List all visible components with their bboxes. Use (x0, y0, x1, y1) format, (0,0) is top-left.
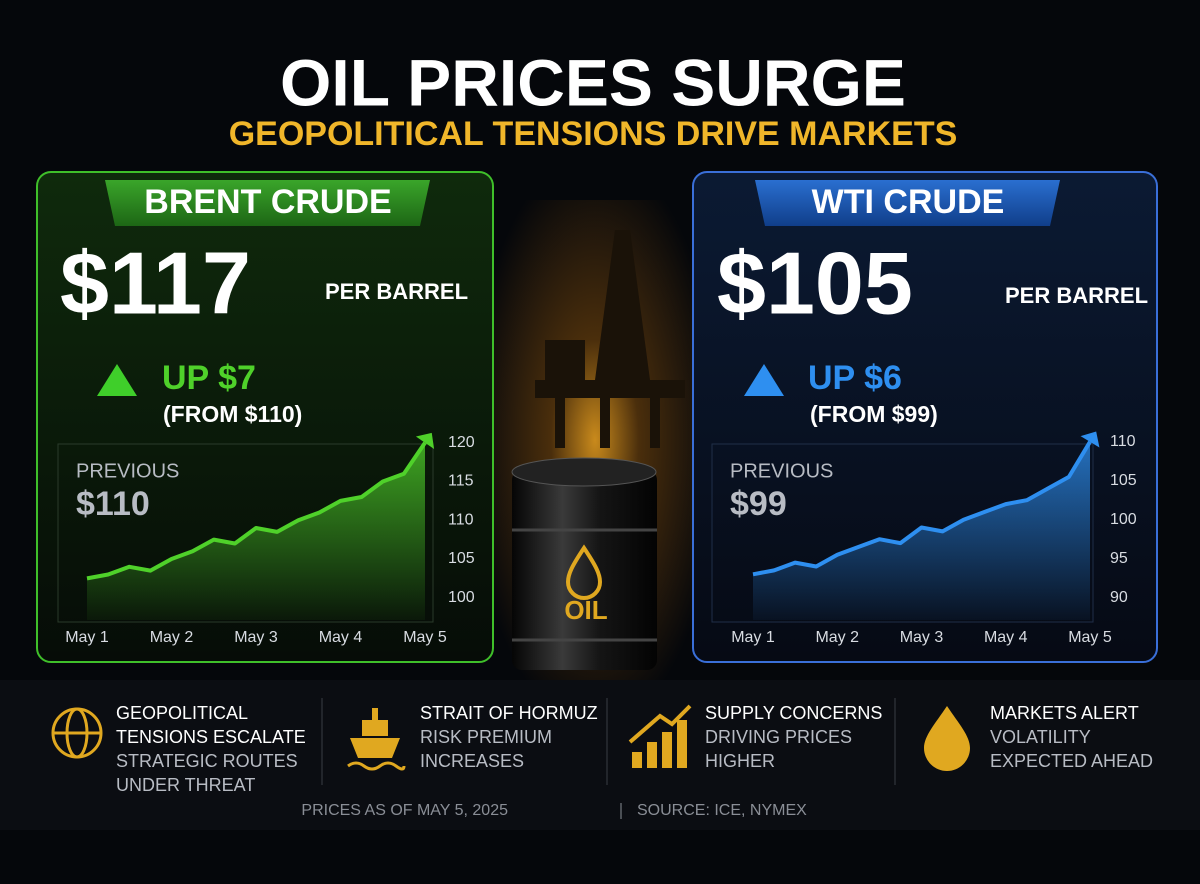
subtitle: GEOPOLITICAL TENSIONS DRIVE MARKETS (229, 115, 958, 153)
barrel-label: OIL (564, 595, 607, 625)
up-arrow (97, 364, 137, 396)
title: OIL PRICES SURGE (280, 45, 906, 119)
line (752, 440, 1092, 577)
x-tick-label: May 1 (65, 629, 109, 646)
panel-name: BRENT CRUDE (144, 183, 391, 221)
chart-frame (711, 443, 1094, 623)
footer-dividers (321, 698, 896, 785)
ship-icon (347, 708, 406, 771)
x-tick-label: May 4 (319, 629, 363, 646)
x-tick-label: May 5 (403, 629, 447, 646)
line (86, 441, 427, 581)
y-tick-label: 110 (448, 511, 474, 528)
y-tick-label: 110 (1110, 433, 1136, 450)
x-tick-label: May 2 (150, 629, 194, 646)
y-tick-label: 100 (1110, 511, 1137, 528)
footer-detail: INCREASES (420, 751, 524, 771)
previous-value: $99 (730, 485, 787, 523)
footer-detail: STRATEGIC ROUTES (116, 751, 298, 771)
footer-date: PRICES AS OF MAY 5, 2025 (301, 802, 508, 819)
globe-icon (51, 707, 103, 759)
chart-frame (57, 443, 434, 623)
previous-label: PREVIOUS (730, 460, 833, 482)
footer-heading: TENSIONS ESCALATE (116, 727, 306, 747)
y-tick-label: 120 (448, 434, 475, 451)
y-tick-label: 90 (1110, 589, 1128, 606)
brent-tab (105, 180, 430, 226)
charts: 100 105 110 115 120 May 1 May 2 May 3 May 4 May 5… (65, 431, 1137, 646)
from: (FROM $110) (163, 401, 302, 427)
footer-detail: RISK PREMIUM (420, 727, 552, 747)
x-tick-label: May 2 (815, 629, 859, 646)
footer-source: SOURCE: ICE, NYMEX (637, 802, 807, 819)
growth-icon (628, 704, 692, 768)
up-arrow (744, 364, 784, 396)
arrowhead (1080, 431, 1100, 448)
footer-heading: GEOPOLITICAL (116, 703, 248, 723)
footer-heading: MARKETS ALERT (990, 703, 1139, 723)
previous-label: PREVIOUS (76, 460, 179, 482)
footer-detail: HIGHER (705, 751, 775, 771)
footer-detail: DRIVING PRICES (705, 727, 852, 747)
unit: PER BARREL (1005, 283, 1148, 308)
arrowhead (415, 432, 435, 449)
y-tick-label: 105 (1110, 472, 1137, 489)
footer-band (0, 680, 1200, 830)
drop-icon (924, 706, 970, 771)
x-tick-label: May 5 (1068, 629, 1112, 646)
footer-heading: STRAIT OF HORMUZ (420, 703, 598, 723)
panel-name: WTI CRUDE (812, 183, 1005, 221)
x-tick-label: May 1 (731, 629, 775, 646)
y-tick-label: 100 (448, 589, 475, 606)
footer-detail: UNDER THREAT (116, 775, 255, 795)
footer-detail: EXPECTED AHEAD (990, 751, 1153, 771)
oil-barrel (511, 457, 657, 670)
y-tick-label: 95 (1110, 550, 1128, 567)
y-tick-label: 115 (448, 473, 474, 490)
area (87, 442, 425, 620)
x-tick-label: May 3 (234, 629, 278, 646)
wti-tab (755, 180, 1060, 226)
footer-items: GEOPOLITICAL TENSIONS ESCALATE STRATEGIC R… (116, 703, 1153, 795)
price: $117 (60, 233, 251, 332)
x-tick-label: May 4 (984, 629, 1028, 646)
unit: PER BARREL (325, 279, 468, 304)
price: $105 (717, 233, 913, 332)
footer-detail: VOLATILITY (990, 727, 1091, 747)
oil-rig (535, 230, 685, 448)
y-tick-label: 105 (448, 550, 475, 567)
change: UP $7 (162, 359, 256, 397)
area (753, 441, 1090, 620)
footer-heading: SUPPLY CONCERNS (705, 703, 882, 723)
previous-value: $110 (76, 485, 150, 523)
from: (FROM $99) (810, 401, 938, 427)
change: UP $6 (808, 359, 902, 397)
x-tick-label: May 3 (900, 629, 944, 646)
